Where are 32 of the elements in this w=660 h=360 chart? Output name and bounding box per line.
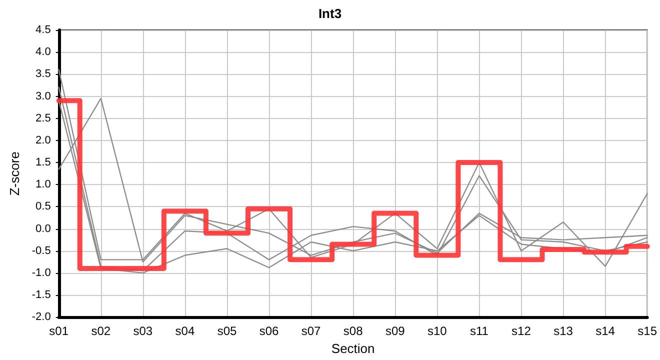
- y-tick-label: 2.5: [36, 112, 51, 124]
- x-tick-label: s05: [217, 324, 237, 338]
- y-tick-label: 0.0: [36, 222, 51, 235]
- x-tick-label: s03: [133, 324, 153, 338]
- x-tick-label: s15: [638, 324, 658, 338]
- y-axis-title: Z-score: [7, 152, 22, 196]
- x-tick-label: s02: [91, 324, 111, 338]
- x-tick-label: s14: [596, 324, 616, 338]
- x-tick-label: s07: [301, 324, 322, 338]
- x-tick-label: s08: [343, 324, 364, 338]
- y-tick-label: 3.0: [36, 90, 51, 102]
- y-tick-label: -1.0: [32, 266, 51, 279]
- x-tick-label: s04: [175, 324, 195, 338]
- y-tick-label: 1.5: [36, 156, 51, 169]
- y-tick-label: 4.5: [36, 24, 51, 36]
- x-tick-label: s11: [470, 324, 489, 338]
- y-tick-label: 2.0: [36, 134, 51, 146]
- x-tick-label: s10: [427, 324, 448, 338]
- y-tick-label: -0.5: [32, 244, 51, 257]
- y-tick-label: -1.5: [32, 289, 51, 302]
- x-tick-label: s09: [385, 324, 406, 338]
- y-tick-label: 1.0: [36, 178, 51, 191]
- y-tick-label: 0.5: [36, 200, 51, 213]
- x-tick-label: s12: [512, 324, 532, 338]
- y-tick-label: -2.0: [32, 311, 51, 324]
- x-axis-title: Section: [331, 341, 375, 356]
- x-tick-label: s06: [259, 324, 280, 338]
- y-tick-label: 3.5: [36, 68, 51, 80]
- x-tick-label: s13: [554, 324, 574, 338]
- chart-title: Int3: [318, 6, 342, 21]
- x-tick-label: s01: [49, 324, 69, 338]
- y-tick-label: 4.0: [36, 46, 51, 58]
